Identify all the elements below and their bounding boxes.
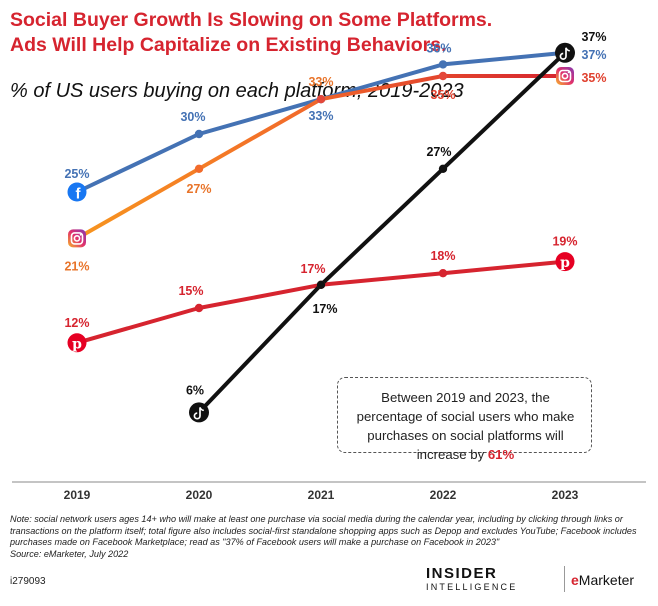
- x-tick-label-2023: 2023: [552, 488, 579, 502]
- note-text: Note: social network users ages 14+ who …: [10, 514, 637, 547]
- instagram-label-2023: 35%: [581, 71, 606, 85]
- facebook-point-2022: [438, 60, 448, 69]
- tiktok-icon: [189, 402, 209, 423]
- brand-emarketer-rest: Marketer: [578, 572, 635, 588]
- pinterest-label-2021: 17%: [300, 262, 325, 276]
- facebook-point-2020: [194, 129, 204, 139]
- tiktok-label-2022: 27%: [426, 145, 451, 159]
- brand-emarketer-e: e: [571, 572, 579, 588]
- callout-text: Between 2019 and 2023, the percentage of…: [356, 390, 575, 462]
- facebook-label-2019: 25%: [64, 167, 89, 181]
- facebook-label-2023: 37%: [581, 48, 606, 62]
- instagram-label-2020: 27%: [186, 182, 211, 196]
- source-text: Source: eMarketer, July 2022: [10, 548, 129, 559]
- facebook-label-2021: 33%: [308, 109, 333, 123]
- data-labels: 25% 30% 33% 36% 37% 21% 27% 33% 35% 35% 12% 15% 17% 1…: [64, 30, 606, 398]
- pinterest-label-2022: 18%: [430, 249, 455, 263]
- svg-text:f: f: [76, 186, 82, 203]
- x-tick-label-2021: 2021: [308, 488, 335, 502]
- tiktok-line: [197, 50, 567, 415]
- instagram-icon: [68, 229, 86, 248]
- x-tick-label-2019: 2019: [64, 488, 91, 502]
- instagram-point-2020: [194, 164, 204, 173]
- pinterest-label-2019: 12%: [64, 316, 89, 330]
- brand-logo: INSIDER INTELLIGENCE eMarketer: [426, 562, 652, 598]
- facebook-label-2022: 36%: [426, 41, 451, 55]
- series-lines: [75, 50, 567, 415]
- instagram-label-2021: 33%: [308, 75, 333, 89]
- tiktok-label-2023: 37%: [581, 30, 606, 44]
- instagram-point-2021: [316, 95, 326, 104]
- x-axis-ticks: 2019 2020 2021 2022 2023: [64, 488, 579, 502]
- callout-box: Between 2019 and 2023, the percentage of…: [337, 377, 592, 462]
- title-line-2: Ads Will Help Capitalize on Existing Beh…: [10, 34, 447, 56]
- svg-text:p: p: [72, 336, 82, 352]
- pinterest-point-2020: [194, 303, 204, 313]
- title-line-1: Social Buyer Growth Is Slowing on Some P…: [10, 9, 493, 31]
- chart-title: Social Buyer Growth Is Slowing on Some P…: [10, 8, 650, 58]
- tiktok-point-2022: [438, 164, 448, 173]
- instagram-point-2022: [438, 71, 448, 81]
- footnote: Note: social network users ages 14+ who …: [10, 514, 650, 560]
- pinterest-label-2023: 19%: [552, 235, 577, 249]
- pinterest-icon: p: [555, 252, 575, 272]
- tiktok-icon: [555, 42, 575, 63]
- instagram-icon: [556, 67, 574, 85]
- pinterest-icon: p: [67, 333, 87, 353]
- tiktok-label-2020: 6%: [186, 383, 204, 397]
- chart-id: i279093: [10, 576, 46, 587]
- tiktok-point-2021: [316, 280, 326, 289]
- facebook-icon: f: [67, 182, 87, 203]
- pinterest-point-2022: [438, 269, 448, 278]
- pinterest-label-2020: 15%: [178, 284, 203, 298]
- brand-insider: INSIDER: [426, 565, 498, 582]
- svg-text:p: p: [560, 255, 570, 271]
- instagram-label-2019: 21%: [64, 259, 89, 273]
- chart-subtitle: % of US users buying on each platform, 2…: [10, 80, 464, 102]
- tiktok-label-2021: 17%: [312, 302, 337, 316]
- facebook-label-2020: 30%: [180, 110, 205, 124]
- x-tick-label-2022: 2022: [430, 488, 457, 502]
- brand-emarketer: eMarketer: [571, 572, 634, 588]
- series-markers: ffpp: [67, 42, 575, 423]
- instagram-label-2022: 35%: [430, 88, 455, 102]
- brand-separator: [564, 566, 565, 592]
- x-tick-label-2020: 2020: [186, 488, 213, 502]
- callout-highlight: 61%: [487, 447, 515, 462]
- brand-intelligence: INTELLIGENCE: [426, 582, 518, 592]
